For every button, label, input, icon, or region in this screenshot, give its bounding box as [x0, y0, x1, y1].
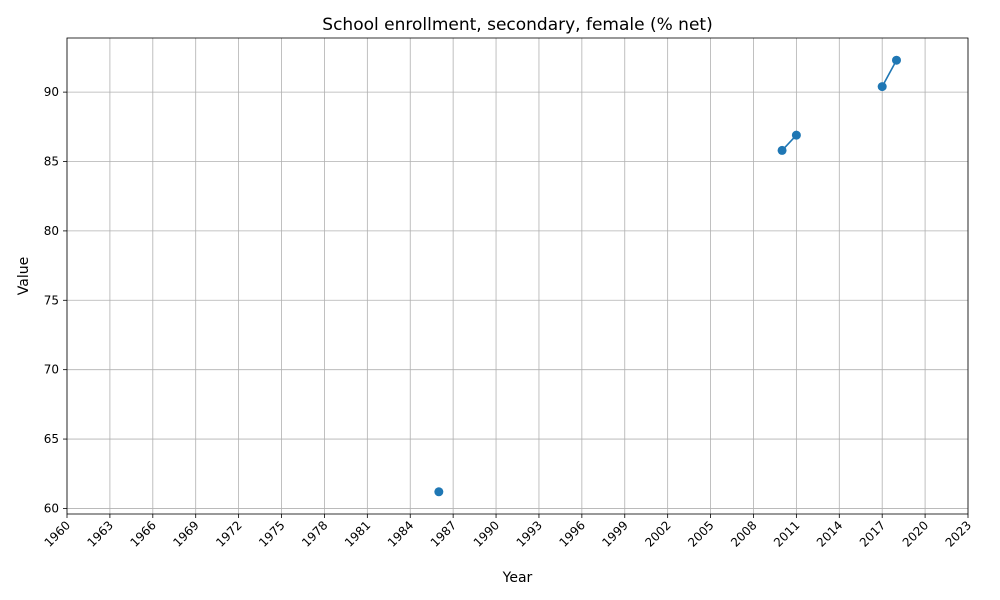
- axes-layer: 1960 1963 1966 1969 1972 1975 1978 1981 1984 1987…: [42, 85, 974, 550]
- x-tick-label: 2020: [900, 518, 931, 549]
- x-tick-label: 2017: [857, 518, 888, 549]
- data-point: [877, 82, 887, 92]
- y-tick-label: 80: [44, 224, 59, 238]
- y-axis-title: Value: [16, 257, 32, 295]
- x-tick-label: 1990: [471, 518, 502, 549]
- y-tick-label: 85: [44, 155, 59, 169]
- x-tick-label: 1975: [256, 518, 287, 549]
- x-tick-label: 1966: [127, 518, 158, 549]
- x-tick-label: 1999: [599, 518, 630, 549]
- grid-layer: [66, 38, 969, 514]
- data-point: [791, 130, 801, 140]
- series-line: [881, 59, 898, 87]
- x-tick-label: 1960: [42, 518, 73, 549]
- y-tick-label: 70: [44, 363, 59, 377]
- x-tick-label: 1984: [385, 518, 416, 549]
- x-tick-label: 2002: [642, 518, 673, 549]
- plot-frame: [66, 37, 969, 515]
- y-tick-label: 75: [44, 293, 59, 307]
- x-tick-label: 2005: [685, 518, 716, 549]
- x-tick-label: 2008: [728, 518, 759, 549]
- x-tick-label: 1972: [213, 518, 244, 549]
- chart-title: School enrollment, secondary, female (% …: [322, 15, 712, 35]
- x-tick-label: 1993: [514, 518, 545, 549]
- data-point: [891, 55, 901, 65]
- x-tick-label: 2023: [943, 518, 974, 549]
- x-tick-label: 1987: [428, 518, 459, 549]
- data-point: [434, 487, 444, 497]
- x-axis-title: Year: [502, 570, 533, 586]
- x-tick-label: 1981: [342, 518, 373, 549]
- x-tick-label: 2014: [814, 518, 845, 549]
- y-tick-label: 90: [44, 85, 59, 99]
- y-tick-label: 65: [44, 432, 59, 446]
- y-tick-label: 60: [44, 501, 59, 515]
- x-tick-label: 1996: [556, 518, 587, 549]
- x-tick-label: 1963: [85, 518, 116, 549]
- x-tick-label: 2011: [771, 518, 802, 549]
- data-point: [777, 145, 787, 155]
- x-tick-label: 1969: [170, 518, 201, 549]
- series-layer: [434, 55, 901, 497]
- x-tick-label: 1978: [299, 518, 330, 549]
